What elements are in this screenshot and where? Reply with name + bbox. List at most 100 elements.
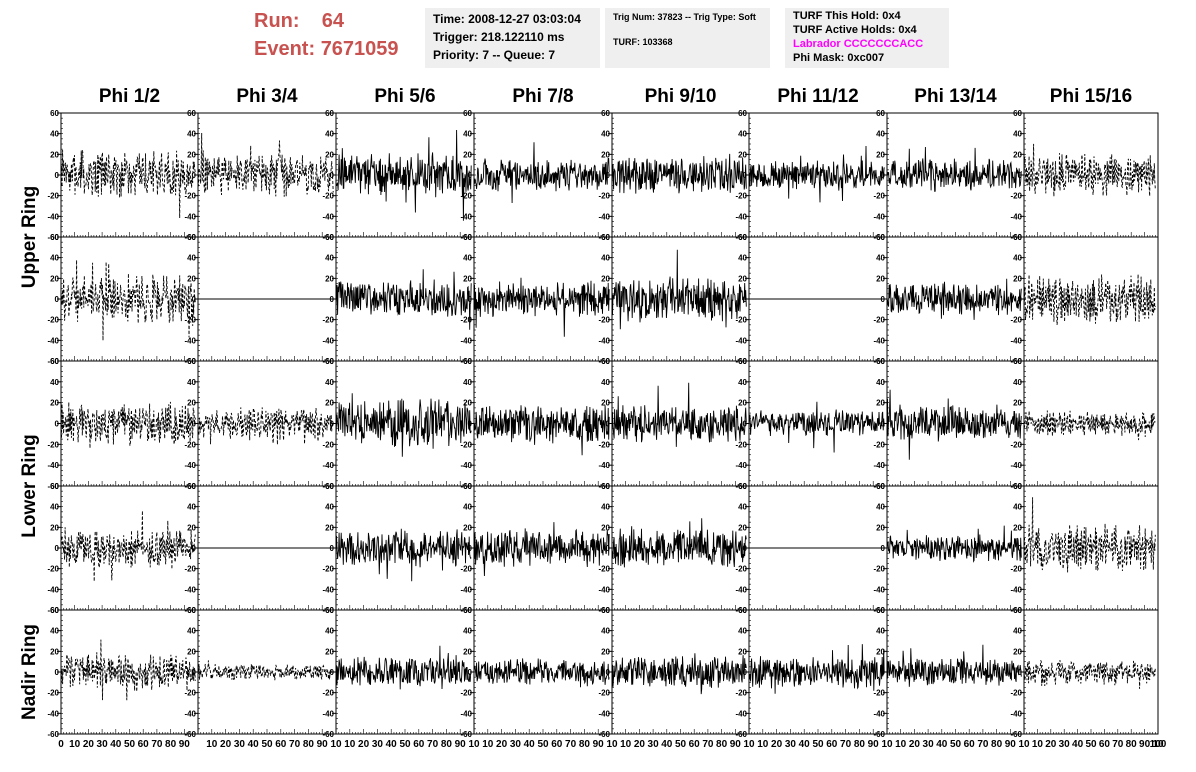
y-tick-label: 0 bbox=[55, 295, 60, 304]
y-tick-label: -40 bbox=[1010, 461, 1022, 470]
waveform-panel bbox=[608, 609, 750, 735]
x-tick-label: 30 bbox=[1059, 739, 1071, 750]
y-tick-label: 20 bbox=[187, 399, 196, 408]
x-tick-label: 90 bbox=[455, 739, 467, 750]
y-tick-label: 40 bbox=[325, 378, 334, 387]
waveform-panel bbox=[745, 360, 888, 487]
y-tick-label: 20 bbox=[463, 399, 472, 408]
waveform-trace bbox=[335, 393, 472, 457]
waveform-panel bbox=[194, 236, 337, 362]
y-tick-label: 40 bbox=[876, 503, 885, 512]
run-line: Run: 64 bbox=[254, 10, 344, 33]
y-tick-label: 40 bbox=[463, 378, 472, 387]
x-tick-label: 10 bbox=[330, 739, 342, 750]
x-tick-label: 80 bbox=[854, 739, 866, 750]
waveform-panel bbox=[745, 609, 888, 735]
y-tick-label: -20 bbox=[598, 316, 610, 325]
y-tick-label: 20 bbox=[1013, 274, 1022, 283]
x-tick-label: 90 bbox=[593, 739, 605, 750]
column-header: Phi 7/8 bbox=[512, 86, 574, 107]
y-tick-label: 60 bbox=[325, 233, 334, 242]
y-tick-label: 60 bbox=[325, 606, 334, 615]
y-tick-label: 20 bbox=[187, 523, 196, 532]
y-tick-label: -40 bbox=[735, 709, 747, 718]
y-tick-label: 20 bbox=[50, 274, 59, 283]
y-tick-label: 40 bbox=[187, 378, 196, 387]
y-tick-label: 0 bbox=[468, 420, 473, 429]
y-tick-label: 20 bbox=[187, 150, 196, 159]
y-tick-label: 20 bbox=[876, 399, 885, 408]
x-tick-label: 60 bbox=[138, 739, 150, 750]
y-tick-label: 40 bbox=[187, 627, 196, 636]
y-tick-label: -20 bbox=[735, 689, 747, 698]
y-tick-label: 0 bbox=[330, 295, 335, 304]
x-tick-label: 20 bbox=[1045, 739, 1057, 750]
y-tick-label: 40 bbox=[601, 503, 610, 512]
x-tick-label: 70 bbox=[151, 739, 163, 750]
y-tick-label: 40 bbox=[601, 130, 610, 139]
y-tick-label: -40 bbox=[598, 336, 610, 345]
y-tick-label: -20 bbox=[184, 689, 196, 698]
y-tick-label: -20 bbox=[184, 316, 196, 325]
x-tick-label: 90 bbox=[730, 739, 742, 750]
waveform-trace bbox=[197, 660, 334, 681]
x-tick-label: 10 bbox=[1152, 739, 1164, 750]
waveform-panel bbox=[194, 360, 337, 487]
x-tick-label: 20 bbox=[496, 739, 508, 750]
y-tick-label: -20 bbox=[47, 565, 59, 574]
waveform-trace bbox=[473, 405, 610, 456]
y-tick-label: -20 bbox=[460, 316, 472, 325]
x-tick-label: 70 bbox=[427, 739, 439, 750]
y-tick-label: 40 bbox=[601, 254, 610, 263]
y-tick-label: 0 bbox=[1018, 295, 1023, 304]
y-tick-label: 20 bbox=[463, 150, 472, 159]
priority-text: Priority: 7 -- Queue: 7 bbox=[433, 48, 556, 62]
x-tick-label: 30 bbox=[234, 739, 246, 750]
y-tick-label: -20 bbox=[460, 565, 472, 574]
x-tick-label: 20 bbox=[220, 739, 232, 750]
y-tick-label: 60 bbox=[1013, 233, 1022, 242]
y-tick-label: 60 bbox=[187, 606, 196, 615]
y-tick-label: -20 bbox=[598, 192, 610, 201]
y-tick-label: 0 bbox=[743, 668, 748, 677]
column-header: Phi 15/16 bbox=[1049, 86, 1133, 107]
y-tick-label: -40 bbox=[460, 336, 472, 345]
y-tick-label: 20 bbox=[187, 274, 196, 283]
y-tick-label: 20 bbox=[601, 647, 610, 656]
y-tick-label: 60 bbox=[187, 482, 196, 491]
y-tick-label: -40 bbox=[460, 585, 472, 594]
y-tick-label: 0 bbox=[881, 420, 886, 429]
waveform-panel bbox=[608, 112, 750, 238]
y-tick-label: -60 bbox=[47, 357, 59, 366]
waveform-trace bbox=[335, 269, 472, 330]
y-tick-label: -20 bbox=[873, 192, 885, 201]
y-tick-label: -40 bbox=[735, 585, 747, 594]
y-tick-label: 0 bbox=[743, 420, 748, 429]
y-tick-label: 40 bbox=[50, 378, 59, 387]
y-tick-label: 40 bbox=[601, 378, 610, 387]
y-tick-label: -40 bbox=[184, 461, 196, 470]
y-tick-label: 60 bbox=[50, 109, 59, 118]
y-tick-label: -40 bbox=[460, 461, 472, 470]
y-tick-label: -60 bbox=[460, 730, 472, 739]
y-tick-label: -20 bbox=[47, 440, 59, 449]
y-tick-label: 0 bbox=[468, 295, 473, 304]
waveform-trace bbox=[886, 525, 1022, 563]
x-tick-label: 100 bbox=[1150, 739, 1167, 750]
y-tick-label: -40 bbox=[735, 336, 747, 345]
y-tick-label: -20 bbox=[184, 440, 196, 449]
y-tick-label: 40 bbox=[876, 130, 885, 139]
y-tick-label: 60 bbox=[187, 109, 196, 118]
y-tick-label: -60 bbox=[47, 482, 59, 491]
y-tick-label: 60 bbox=[601, 109, 610, 118]
y-tick-label: -20 bbox=[1010, 192, 1022, 201]
y-tick-label: 40 bbox=[1013, 503, 1022, 512]
turf-active-holds-text: TURF Active Holds: 0x4 bbox=[793, 24, 917, 36]
y-tick-label: 40 bbox=[325, 503, 334, 512]
y-tick-label: -40 bbox=[1010, 585, 1022, 594]
y-tick-label: 0 bbox=[192, 544, 197, 553]
y-tick-label: 60 bbox=[463, 357, 472, 366]
waveform-panel bbox=[608, 485, 750, 611]
y-tick-label: 20 bbox=[876, 150, 885, 159]
x-tick-label: 30 bbox=[923, 739, 935, 750]
